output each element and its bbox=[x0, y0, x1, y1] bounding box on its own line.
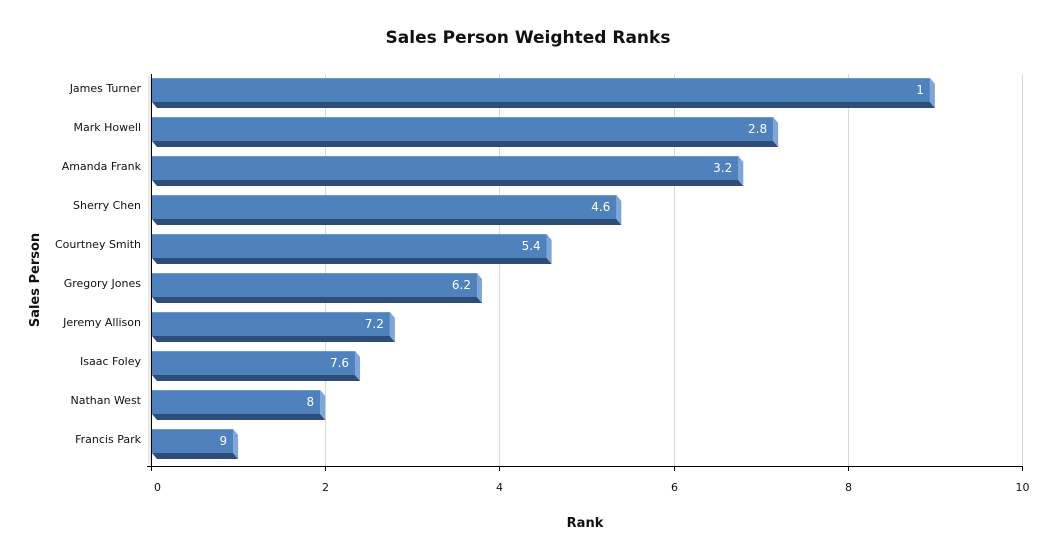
bar-bottom-face-9 bbox=[152, 453, 239, 459]
bar-3 bbox=[152, 195, 622, 225]
plot-area-background bbox=[148, 74, 151, 466]
category-label-6: Jeremy Allison bbox=[62, 316, 141, 329]
bar-1 bbox=[152, 117, 779, 147]
bar-bottom-face-2 bbox=[152, 180, 744, 186]
bar-end-face-6 bbox=[389, 312, 395, 342]
bar-end-face-0 bbox=[929, 78, 935, 108]
category-labels: James Turner Mark Howell Amanda Frank Sherr… bbox=[55, 82, 142, 446]
data-label-1: 2.8 bbox=[748, 122, 767, 136]
bar-bottom-face-3 bbox=[152, 219, 622, 225]
bar-bottom-face-1 bbox=[152, 141, 779, 147]
bar-front-face-9 bbox=[152, 429, 234, 453]
bar-front-face-5 bbox=[152, 273, 477, 297]
bar-bottom-face-5 bbox=[152, 297, 482, 303]
bar-end-face-5 bbox=[476, 273, 482, 303]
data-label-3: 4.6 bbox=[591, 200, 610, 214]
bar-0 bbox=[152, 78, 935, 108]
category-label-1: Mark Howell bbox=[74, 121, 142, 134]
bars bbox=[152, 78, 935, 459]
bar-9 bbox=[152, 429, 239, 459]
bar-bottom-face-6 bbox=[152, 336, 395, 342]
x-tick-label-0: 0 bbox=[154, 481, 161, 494]
bar-end-face-4 bbox=[546, 234, 552, 264]
bar-5 bbox=[152, 273, 482, 303]
axes bbox=[147, 74, 1023, 471]
category-label-0: James Turner bbox=[69, 82, 142, 95]
data-label-5: 6.2 bbox=[452, 278, 471, 292]
bar-4 bbox=[152, 234, 552, 264]
data-labels: 1 2.8 3.2 4.6 5.4 6.2 7.2 7.6 8 9 bbox=[219, 83, 923, 448]
x-tick-label-5: 10 bbox=[1016, 481, 1030, 494]
bar-end-face-9 bbox=[233, 429, 239, 459]
category-label-2: Amanda Frank bbox=[62, 160, 142, 173]
bar-front-face-0 bbox=[152, 78, 930, 102]
x-tick-label-4: 8 bbox=[845, 481, 852, 494]
bar-front-face-1 bbox=[152, 117, 774, 141]
category-label-5: Gregory Jones bbox=[64, 277, 142, 290]
data-label-6: 7.2 bbox=[365, 317, 384, 331]
bar-end-face-2 bbox=[738, 156, 744, 186]
bar-front-face-8 bbox=[152, 390, 321, 414]
chart-title: Sales Person Weighted Ranks bbox=[386, 28, 671, 48]
bar-7 bbox=[152, 351, 361, 381]
bar-end-face-1 bbox=[773, 117, 779, 147]
category-label-7: Isaac Foley bbox=[80, 355, 141, 368]
category-label-8: Nathan West bbox=[70, 394, 141, 407]
bar-bottom-face-7 bbox=[152, 375, 361, 381]
y-axis-title: Sales Person bbox=[28, 233, 43, 327]
bar-end-face-7 bbox=[355, 351, 361, 381]
bar-end-face-8 bbox=[320, 390, 326, 420]
category-label-9: Francis Park bbox=[75, 433, 141, 446]
data-label-0: 1 bbox=[916, 83, 924, 97]
x-tick-label-3: 6 bbox=[671, 481, 678, 494]
bar-end-face-3 bbox=[616, 195, 622, 225]
data-label-4: 5.4 bbox=[522, 239, 541, 253]
bar-front-face-7 bbox=[152, 351, 356, 375]
category-label-3: Sherry Chen bbox=[73, 199, 141, 212]
x-tick-label-2: 4 bbox=[496, 481, 503, 494]
x-tick-labels: 0 2 4 6 8 10 bbox=[154, 481, 1030, 494]
bar-bottom-face-8 bbox=[152, 414, 326, 420]
bar-front-face-3 bbox=[152, 195, 617, 219]
bar-front-face-6 bbox=[152, 312, 390, 336]
x-tick-label-1: 2 bbox=[322, 481, 329, 494]
bar-8 bbox=[152, 390, 326, 420]
data-label-7: 7.6 bbox=[330, 356, 349, 370]
bar-front-face-2 bbox=[152, 156, 739, 180]
data-label-9: 9 bbox=[219, 434, 227, 448]
data-label-2: 3.2 bbox=[713, 161, 732, 175]
bar-front-face-4 bbox=[152, 234, 547, 258]
x-axis-title: Rank bbox=[567, 516, 604, 531]
bar-bottom-face-0 bbox=[152, 102, 935, 108]
bar-6 bbox=[152, 312, 395, 342]
data-label-8: 8 bbox=[307, 395, 315, 409]
category-label-4: Courtney Smith bbox=[55, 238, 141, 251]
bar-bottom-face-4 bbox=[152, 258, 552, 264]
bar-2 bbox=[152, 156, 744, 186]
plot-side-wall bbox=[148, 74, 151, 466]
